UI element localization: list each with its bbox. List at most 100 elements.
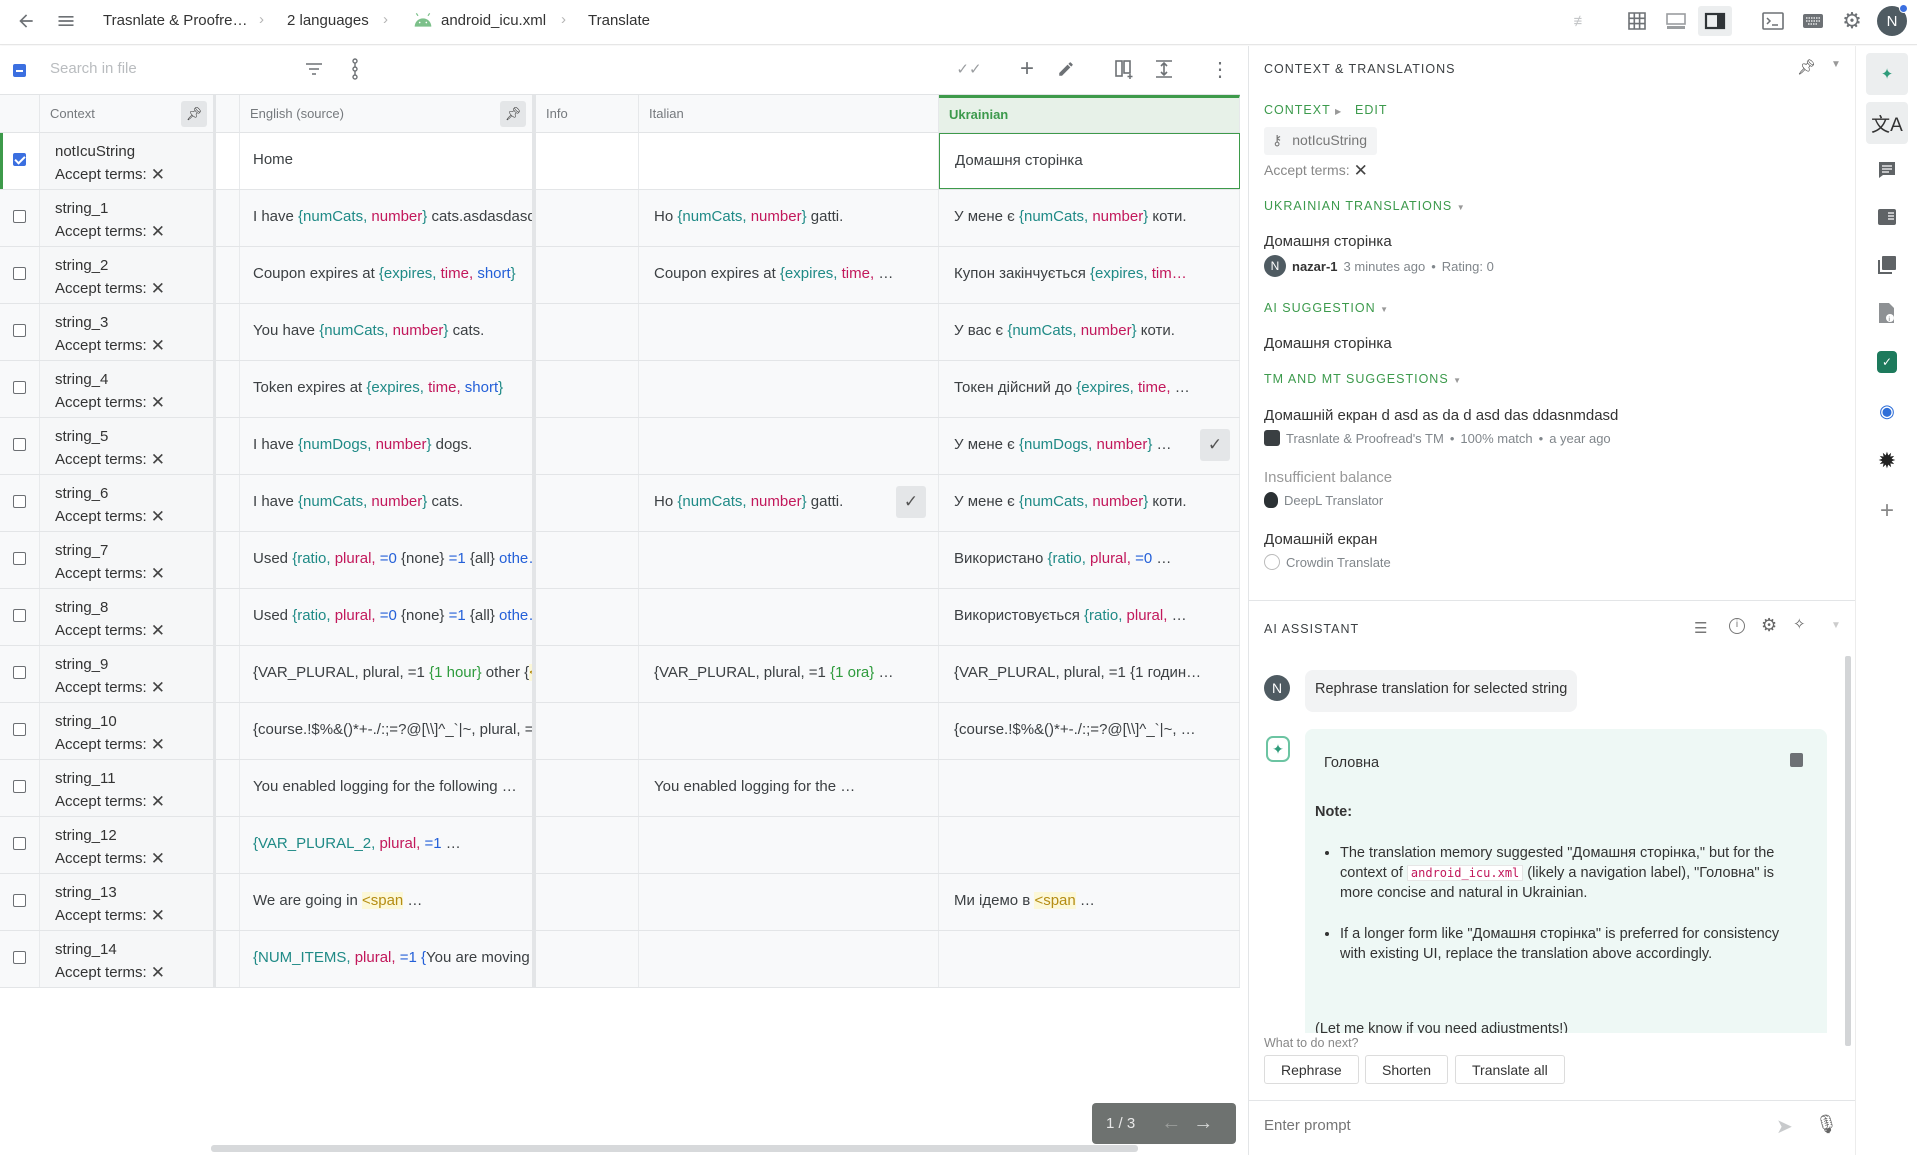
italian-cell[interactable]: {VAR_PLURAL, plural, =1 {1 ora} … xyxy=(639,646,939,702)
italian-cell[interactable] xyxy=(639,703,939,759)
table-row[interactable]: string_7 Accept terms: ✕ Used {ratio, plura… xyxy=(0,532,1240,589)
settings-gear-icon[interactable]: ⚙ xyxy=(1761,615,1778,635)
italian-cell[interactable]: Ho {numCats, number} gatti. ✓ xyxy=(639,475,939,531)
context-cell[interactable]: string_7 Accept terms: ✕ xyxy=(40,532,216,588)
approve-checkmark-icon[interactable]: ✓ xyxy=(896,486,926,518)
table-row[interactable]: string_6 Accept terms: ✕ I have {numCats, n… xyxy=(0,475,1240,532)
italian-cell[interactable] xyxy=(639,133,939,189)
italian-cell[interactable] xyxy=(639,532,939,588)
source-cell[interactable]: Token expires at {expires, time, short} xyxy=(240,361,536,417)
ai-assistant-icon[interactable]: ✦ xyxy=(1866,53,1908,95)
header-italian[interactable]: Italian xyxy=(639,95,939,133)
context-cell[interactable]: string_5 Accept terms: ✕ xyxy=(40,418,216,474)
ukrainian-cell[interactable]: Ми ідемо в <span … xyxy=(939,874,1240,930)
keyboard-icon[interactable] xyxy=(1796,6,1830,36)
context-cell[interactable]: string_9 Accept terms: ✕ xyxy=(40,646,216,702)
collapse-caret-icon[interactable]: ▼ xyxy=(1831,59,1841,70)
previous-arrow-icon[interactable]: ← xyxy=(1161,1112,1182,1134)
row-checkbox[interactable] xyxy=(13,438,26,451)
ukrainian-cell[interactable]: Використано {ratio, plural, =0 … xyxy=(939,532,1240,588)
table-row[interactable]: string_14 Accept terms: ✕ {NUM_ITEMS, plura… xyxy=(0,931,1240,988)
translation-text[interactable]: Домашня сторінка xyxy=(1264,233,1392,250)
new-chat-icon[interactable]: ☰ xyxy=(1694,620,1708,637)
pin-icon[interactable]: 📌︎ xyxy=(181,101,207,127)
source-cell[interactable]: Coupon expires at {expires, time, short} xyxy=(240,247,536,303)
row-checkbox[interactable] xyxy=(13,780,26,793)
side-by-side-layout-icon[interactable] xyxy=(1698,6,1732,36)
context-toggle[interactable]: CONTEXT ▶ xyxy=(1264,103,1342,117)
context-cell[interactable]: string_8 Accept terms: ✕ xyxy=(40,589,216,645)
source-cell[interactable]: {VAR_PLURAL_2, plural, =1 … xyxy=(240,817,536,873)
plugin-icon[interactable]: ✹ xyxy=(1877,448,1897,473)
table-row[interactable]: string_13 Accept terms: ✕ We are going in <… xyxy=(0,874,1240,931)
unpin-icon[interactable]: ✧ xyxy=(1793,616,1806,633)
context-cell[interactable]: notIcuString Accept terms: ✕ xyxy=(40,133,216,189)
ukrainian-cell[interactable]: {VAR_PLURAL, plural, =1 {1 годин… xyxy=(939,646,1240,702)
row-checkbox[interactable] xyxy=(13,951,26,964)
row-checkbox[interactable] xyxy=(13,267,26,280)
filter-icon[interactable] xyxy=(297,54,331,84)
back-arrow-icon[interactable] xyxy=(9,6,43,36)
rephrase-button[interactable]: Rephrase xyxy=(1264,1055,1359,1084)
edit-list-icon[interactable]: ≢ xyxy=(1573,12,1589,30)
source-cell[interactable]: You have {numCats, number} cats. xyxy=(240,304,536,360)
horizontal-scrollbar[interactable] xyxy=(211,1145,1138,1152)
prompt-input[interactable] xyxy=(1264,1117,1744,1134)
table-row[interactable]: string_11 Accept terms: ✕ You enabled loggi… xyxy=(0,760,1240,817)
add-icon[interactable]: + xyxy=(1019,55,1034,82)
italian-cell[interactable]: Ho {numCats, number} gatti. xyxy=(639,190,939,246)
select-all-checkbox[interactable] xyxy=(13,64,26,77)
ukrainian-cell[interactable]: Купон закінчується {expires, tim… xyxy=(939,247,1240,303)
source-cell[interactable]: I have {numCats, number} cats. xyxy=(240,475,536,531)
pin-icon[interactable]: 📌︎ xyxy=(1797,59,1817,76)
grid-view-icon[interactable] xyxy=(1620,6,1654,36)
breadcrumb-languages[interactable]: 2 languages xyxy=(287,12,369,29)
row-checkbox[interactable] xyxy=(13,609,26,622)
library-icon[interactable] xyxy=(1866,244,1908,286)
breadcrumb-file[interactable]: android_icu.xml xyxy=(441,12,547,29)
table-row[interactable]: string_4 Accept terms: ✕ Token expires at {… xyxy=(0,361,1240,418)
add-app-icon[interactable]: + xyxy=(1879,497,1894,524)
source-cell[interactable]: Used {ratio, plural, =0 {none} =1 {all} … xyxy=(240,589,536,645)
italian-cell[interactable] xyxy=(639,931,939,987)
row-checkbox[interactable] xyxy=(13,666,26,679)
chat-scrollbar[interactable] xyxy=(1845,656,1851,1046)
microphone-icon[interactable]: 🎙︎ xyxy=(1815,1114,1838,1134)
suggestion-text[interactable]: Домашній екран d asd as da d asd das dda… xyxy=(1264,407,1619,424)
ukrainian-cell[interactable]: У мене є {numCats, number} коти. xyxy=(939,475,1240,531)
ukrainian-cell[interactable] xyxy=(939,760,1240,816)
row-checkbox[interactable] xyxy=(13,210,26,223)
node-tree-icon[interactable] xyxy=(338,54,372,84)
ai-suggestion-toggle[interactable]: AI SUGGESTION ▼ xyxy=(1264,301,1389,315)
ai-suggestion-text[interactable]: Домашня сторінка xyxy=(1264,335,1392,352)
table-row[interactable]: string_9 Accept terms: ✕ {VAR_PLURAL, plura… xyxy=(0,646,1240,703)
ukrainian-cell[interactable]: У мене є {numDogs, number} … ✓ xyxy=(939,418,1240,474)
header-ukrainian[interactable]: Ukrainian xyxy=(939,95,1240,133)
context-cell[interactable]: string_4 Accept terms: ✕ xyxy=(40,361,216,417)
row-height-icon[interactable] xyxy=(1147,54,1181,84)
preview-eye-icon[interactable]: ◉ xyxy=(1879,400,1895,421)
shorten-button[interactable]: Shorten xyxy=(1365,1055,1449,1084)
context-cell[interactable]: string_6 Accept terms: ✕ xyxy=(40,475,216,531)
tm-mt-toggle[interactable]: TM AND MT SUGGESTIONS ▼ xyxy=(1264,372,1462,386)
ukrainian-cell[interactable]: У вас є {numCats, number} коти. xyxy=(939,304,1240,360)
ukrainian-cell[interactable] xyxy=(939,931,1240,987)
table-row[interactable]: notIcuString Accept terms: ✕ Home Домашня ст… xyxy=(0,133,1240,190)
suggestion-text[interactable]: Insufficient balance xyxy=(1264,469,1393,486)
ukrainian-translations-toggle[interactable]: UKRAINIAN TRANSLATIONS ▼ xyxy=(1264,199,1466,213)
qa-check-icon[interactable]: ✓ xyxy=(1866,341,1908,383)
menu-icon[interactable] xyxy=(49,6,83,36)
breadcrumb-project[interactable]: Trasnlate & Proofre… xyxy=(103,12,248,29)
context-cell[interactable]: string_10 Accept terms: ✕ xyxy=(40,703,216,759)
row-checkbox[interactable] xyxy=(13,552,26,565)
ukrainian-cell[interactable]: Домашня сторінка xyxy=(939,133,1240,189)
italian-cell[interactable] xyxy=(639,817,939,873)
row-checkbox[interactable] xyxy=(13,723,26,736)
table-row[interactable]: string_8 Accept terms: ✕ Used {ratio, plura… xyxy=(0,589,1240,646)
suggestion-text[interactable]: Домашній екран xyxy=(1264,531,1378,548)
translate-all-button[interactable]: Translate all xyxy=(1455,1055,1565,1084)
source-cell[interactable]: {VAR_PLURAL, plural, =1 {1 hour} other {… xyxy=(240,646,536,702)
comments-icon[interactable] xyxy=(1866,149,1908,191)
translate-icon[interactable]: 文A xyxy=(1866,102,1908,144)
ukrainian-cell[interactable] xyxy=(939,817,1240,873)
